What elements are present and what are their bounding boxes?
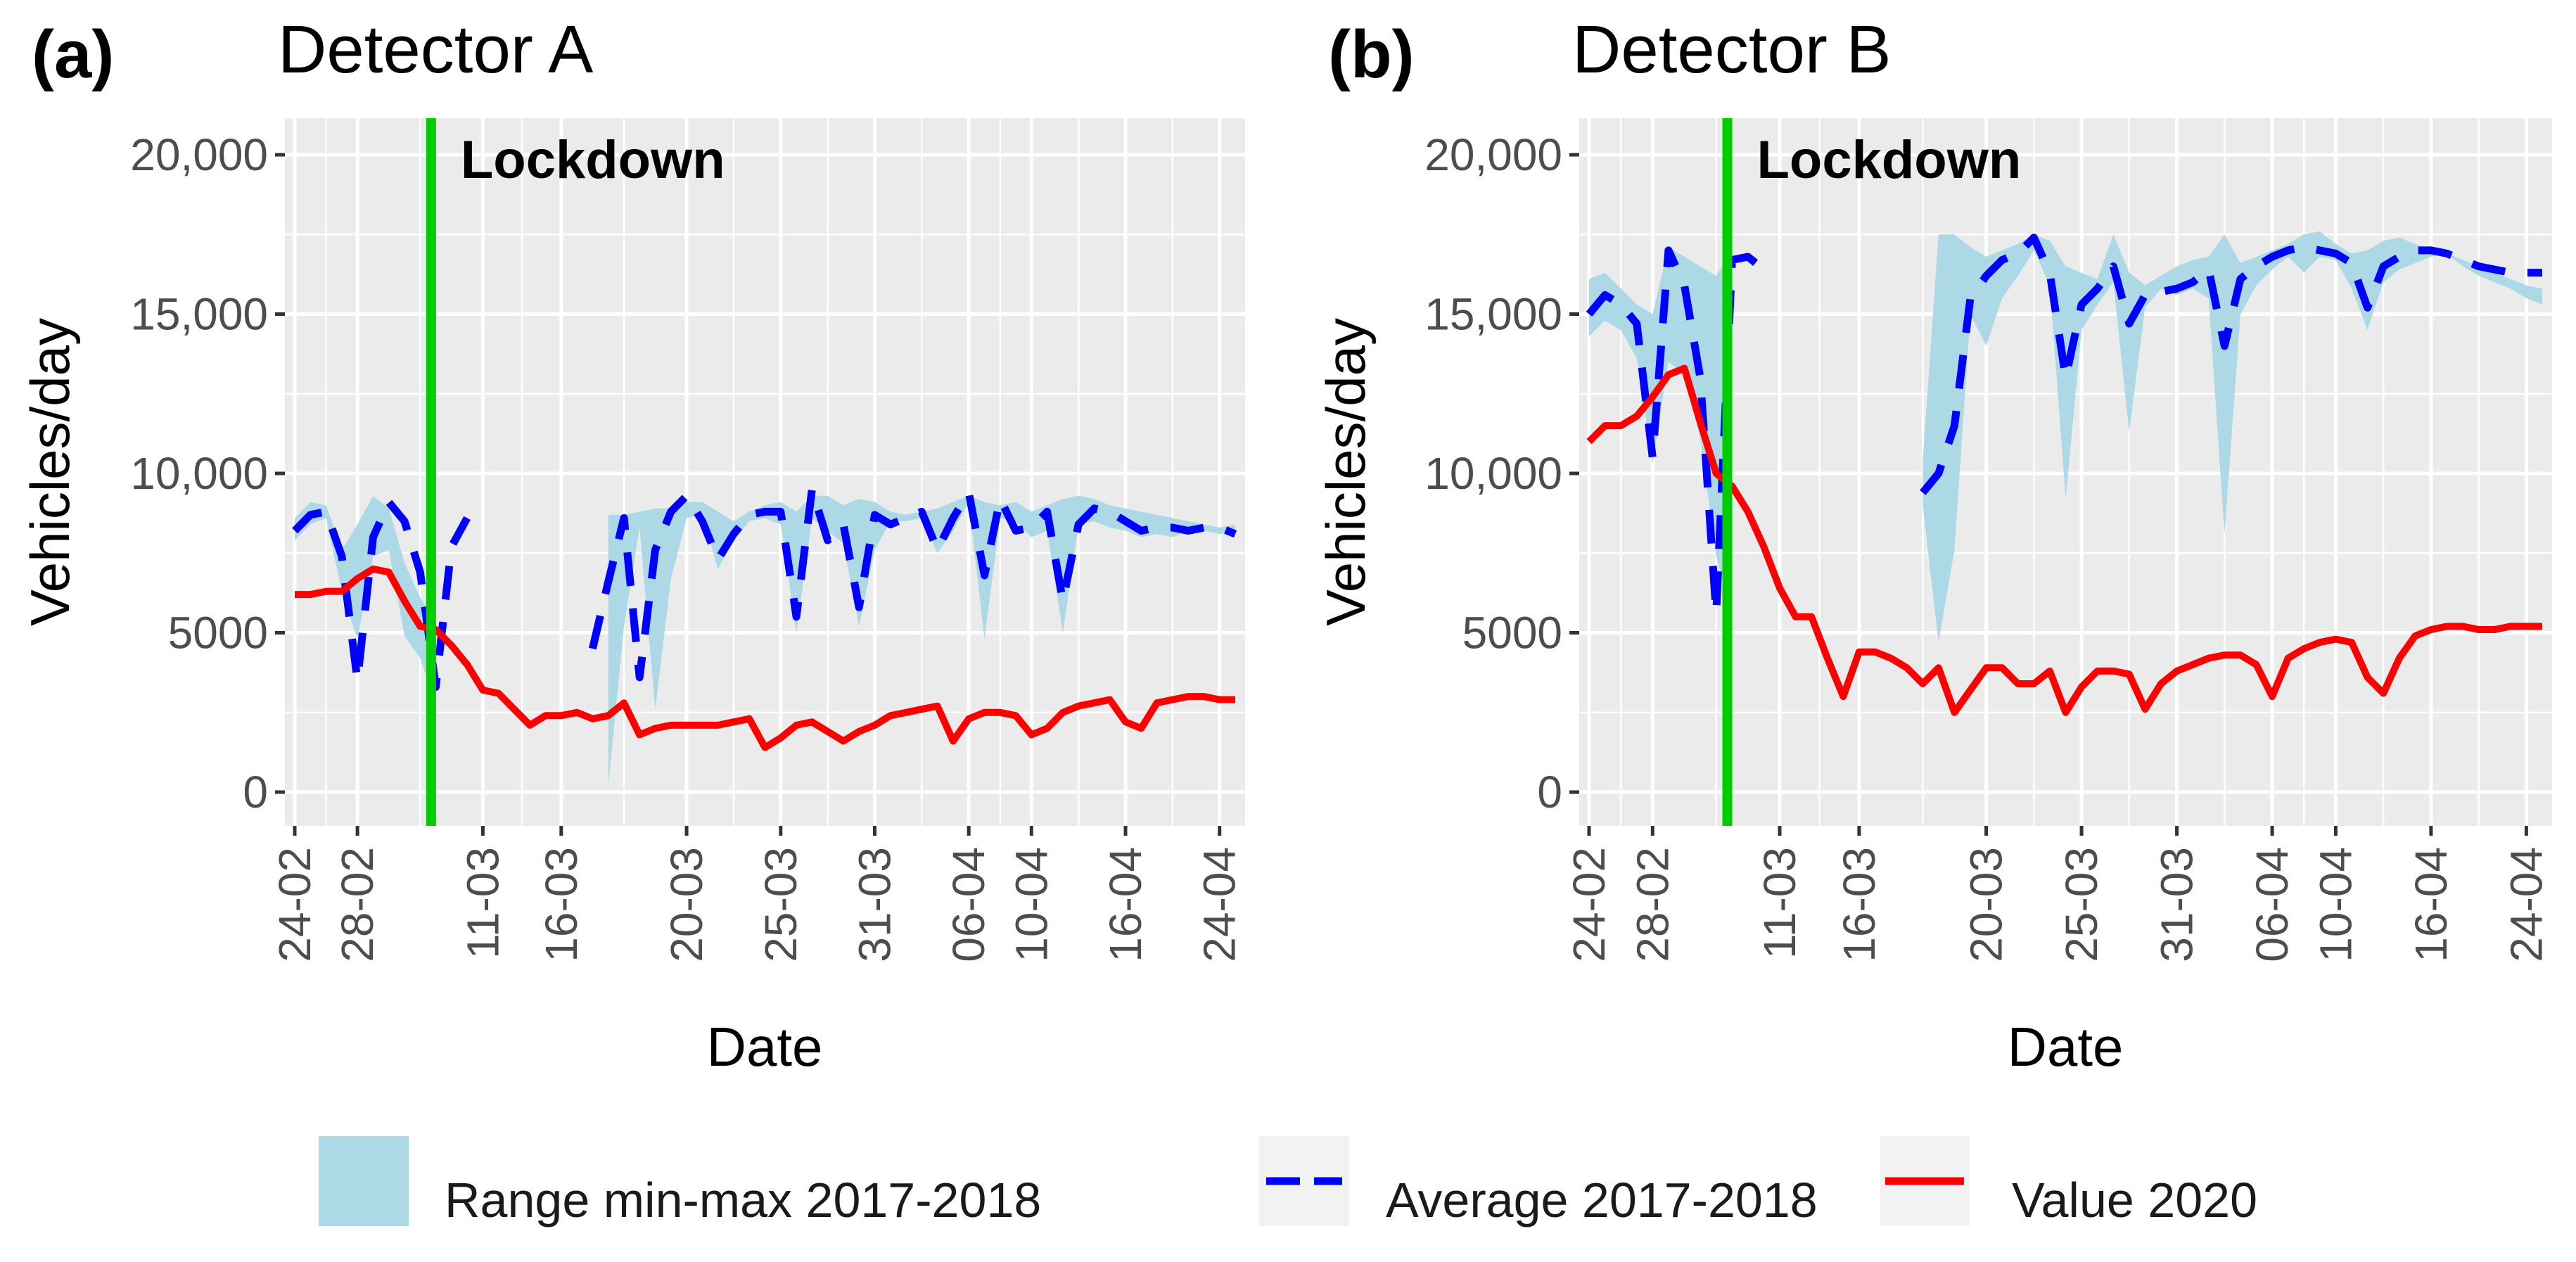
panel-b-x-axis-title: Date: [2008, 1016, 2124, 1078]
panel-b-x-tick-label: 16-03: [1834, 847, 1885, 962]
panel-a-average-line-1: [589, 485, 1237, 682]
legend: Range min-max 2017-2018 Average 2017-201…: [319, 1136, 2257, 1228]
panel-a-y-tick-label: 5000: [168, 608, 268, 658]
panel-a-x-axis-title: Date: [707, 1016, 823, 1078]
panel-a-axes: 0 5000 10,000 15,000 20,000 24-02 28-02 11-03 16…: [130, 129, 1244, 962]
panel-a-lockdown: Lockdown: [426, 118, 725, 826]
panel-b-x-tick-label: 28-02: [1627, 847, 1678, 962]
panel-a-x-tick-label: 24-04: [1194, 847, 1245, 962]
panel-b-tag: (b): [1328, 17, 1415, 92]
panel-a-x-tick-label: 25-03: [755, 847, 806, 962]
panel-a-x-tick-label: 31-03: [849, 847, 900, 962]
panel-b-x-tick-label: 06-04: [2247, 847, 2297, 962]
panel-b-y-tick-label: 20,000: [1424, 129, 1562, 180]
legend-value-label: Value 2020: [2012, 1173, 2257, 1228]
panel-a-lockdown-label: Lockdown: [461, 130, 725, 190]
panel-a-title: Detector A: [278, 12, 593, 87]
panel-b-grid: [1579, 118, 2552, 826]
panel-detector-b: (b) Detector B Lockdown 0 5000 10,000 15,00…: [1315, 12, 2552, 1078]
panel-a-y-tick-label: 20,000: [130, 129, 268, 180]
panel-a-x-tick-label: 28-02: [332, 847, 383, 962]
panel-a-x-tick-label: 06-04: [943, 847, 994, 962]
panel-a-grid: [285, 118, 1245, 826]
panel-a-x-tick-label: 24-02: [269, 847, 320, 962]
panel-b-x-tick-label: 20-03: [1961, 847, 2012, 962]
panel-b-y-tick-label: 0: [1537, 767, 1562, 817]
panel-b-lockdown-label: Lockdown: [1756, 130, 2021, 190]
panel-a-tag: (a): [32, 17, 114, 92]
panel-a-y-tick-label: 0: [243, 767, 268, 817]
panel-b-value-line-0: [1586, 364, 2542, 716]
panel-b-x-tick-label: 11-03: [1754, 847, 1805, 959]
panel-b-y-tick-label: 15,000: [1424, 289, 1562, 340]
panel-b-lockdown: Lockdown: [1722, 118, 2021, 826]
panel-b-data: [1586, 231, 2542, 716]
panel-b-x-tick-label: 16-04: [2406, 847, 2456, 962]
panel-a-x-tick-label: 20-03: [661, 847, 712, 962]
panel-b-axes: 0 5000 10,000 15,000 20,000 24-02 28-02 11-03 16…: [1424, 129, 2551, 962]
panel-b-x-tick-label: 31-03: [2152, 847, 2202, 962]
panel-b-average-line-0: [1586, 246, 1766, 618]
panel-b-range-ribbon-0: [1589, 247, 1733, 614]
panel-a-y-tick-label: 10,000: [130, 448, 268, 499]
panel-a-x-tick-label: 11-03: [457, 847, 508, 959]
panel-a-x-tick-label: 10-04: [1006, 847, 1057, 962]
panel-a-y-tick-label: 15,000: [130, 289, 268, 340]
panel-b-y-tick-label: 10,000: [1424, 448, 1562, 499]
panel-b-title: Detector B: [1572, 12, 1892, 87]
panel-b-average-line-1: [1920, 234, 2542, 495]
legend-range-key: [319, 1136, 409, 1226]
panel-a-x-tick-label: 16-03: [536, 847, 587, 962]
panel-b-x-tick-label: 10-04: [2310, 847, 2361, 962]
panel-a-x-tick-label: 16-04: [1100, 847, 1151, 962]
panel-a-y-axis-title: Vehicles/day: [19, 318, 81, 626]
panel-b-x-tick-label: 24-04: [2501, 847, 2551, 962]
panel-b-x-tick-label: 24-02: [1564, 847, 1614, 962]
panel-detector-a: (a) Detector A Lockdown 0 5000 10,000 15,00…: [19, 12, 1245, 1078]
panel-b-y-axis-title: Vehicles/day: [1315, 318, 1377, 626]
legend-range-label: Range min-max 2017-2018: [445, 1173, 1041, 1228]
legend-average-label: Average 2017-2018: [1386, 1173, 1818, 1228]
panel-a-value-line-0: [295, 565, 1235, 751]
panel-a-data: [292, 485, 1237, 786]
panel-b-y-tick-label: 5000: [1462, 608, 1562, 658]
panel-b-x-tick-label: 25-03: [2056, 847, 2107, 962]
